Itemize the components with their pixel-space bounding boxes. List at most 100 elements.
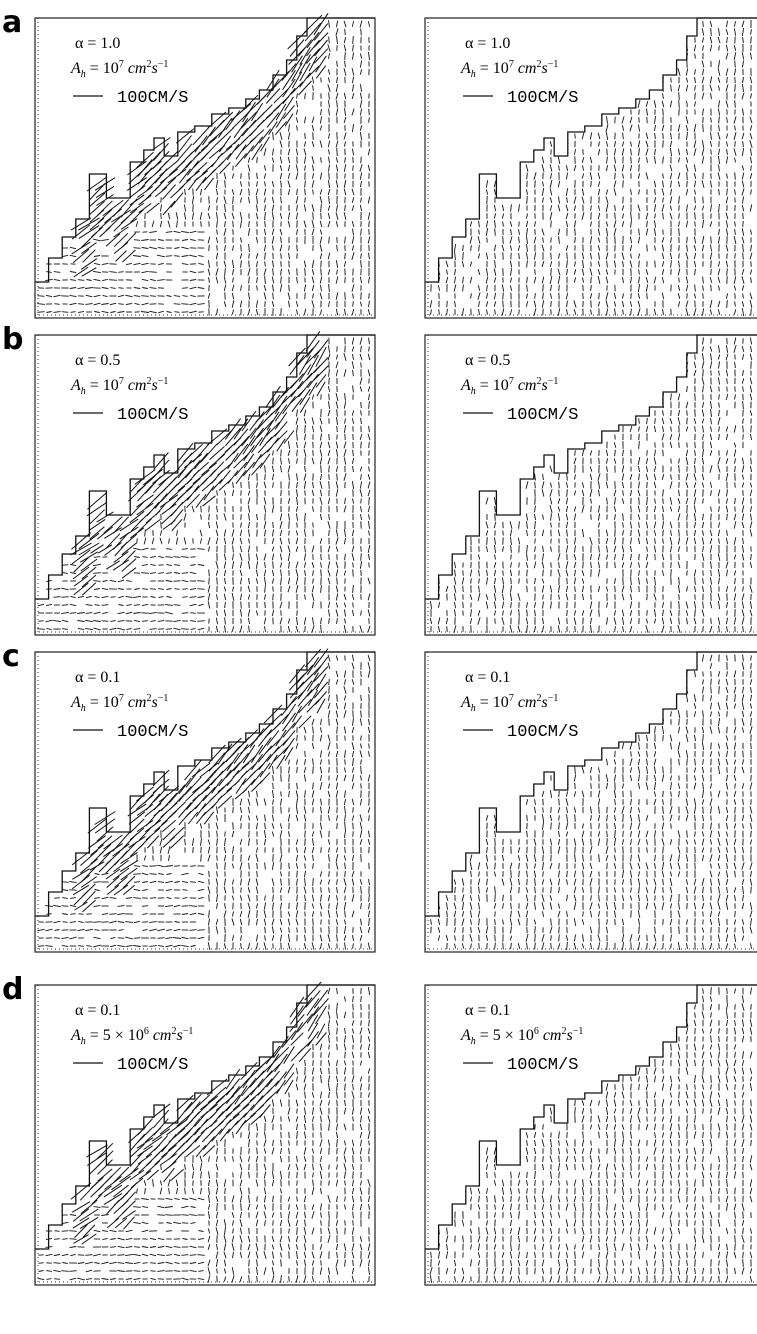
velocity-vector (527, 213, 528, 218)
velocity-vector (288, 498, 289, 503)
velocity-vector (305, 181, 306, 188)
velocity-vector (166, 889, 172, 890)
velocity-vector (687, 101, 688, 107)
velocity-vector (228, 471, 238, 484)
velocity-vector (281, 792, 282, 797)
velocity-vector (638, 562, 639, 567)
velocity-vector (208, 237, 210, 244)
velocity-vector (281, 610, 282, 615)
velocity-vector (671, 711, 672, 716)
velocity-vector (94, 930, 99, 931)
velocity-vector (582, 838, 584, 845)
velocity-vector (240, 570, 242, 576)
velocity-vector (216, 237, 217, 243)
velocity-vector (345, 52, 346, 60)
velocity-vector (454, 911, 455, 917)
velocity-vector (735, 482, 736, 487)
velocity-vector (551, 823, 552, 830)
velocity-vector (181, 873, 188, 874)
velocity-vector (109, 914, 116, 915)
velocity-vector (296, 172, 298, 179)
velocity-vector (110, 621, 115, 622)
velocity-vector (542, 164, 544, 172)
velocity-vector (320, 418, 322, 425)
velocity-vector (614, 442, 616, 447)
velocity-vector (249, 626, 250, 633)
velocity-vector (630, 546, 631, 552)
velocity-vector (511, 903, 512, 909)
velocity-vector (248, 268, 250, 275)
velocity-vector (344, 625, 346, 633)
velocity-vector (735, 253, 736, 258)
velocity-vector (518, 847, 520, 852)
velocity-vector (256, 816, 257, 821)
velocity-vector (136, 787, 153, 801)
velocity-vector (606, 846, 608, 854)
velocity-vector (662, 474, 664, 480)
velocity-vector (329, 815, 330, 821)
velocity-vector (174, 557, 181, 558)
velocity-vector (272, 197, 273, 203)
velocity-vector (702, 148, 704, 156)
velocity-vector (566, 188, 567, 196)
velocity-vector (321, 434, 322, 441)
velocity-vector (663, 133, 664, 139)
velocity-vector (702, 458, 703, 465)
velocity-vector (718, 156, 719, 164)
velocity-vector (232, 831, 234, 837)
velocity-vector (249, 863, 250, 869)
velocity-vector (567, 253, 568, 260)
velocity-vector (312, 790, 314, 797)
velocity-vector (312, 125, 314, 131)
velocity-vector (181, 247, 188, 249)
diffusivity-label: Ah = 107 cm2s−1 (460, 59, 558, 80)
velocity-vector (316, 674, 326, 691)
velocity-vector (288, 293, 290, 300)
velocity-vector (240, 553, 242, 560)
velocity-vector (519, 879, 520, 885)
velocity-vector (583, 854, 584, 861)
velocity-vector (296, 213, 297, 219)
velocity-vector (54, 272, 60, 273)
velocity-vector (542, 894, 544, 902)
velocity-vector (336, 442, 337, 449)
velocity-vector (70, 898, 76, 899)
velocity-vector (598, 569, 599, 576)
velocity-vector (344, 855, 345, 860)
velocity-vector (502, 245, 504, 251)
velocity-vector (133, 946, 141, 947)
velocity-vector (361, 854, 362, 862)
velocity-vector (328, 386, 329, 392)
velocity-vector (671, 823, 672, 828)
velocity-vector (622, 474, 623, 481)
velocity-vector (742, 28, 743, 36)
velocity-vector (606, 301, 608, 308)
velocity-vector (567, 578, 568, 584)
velocity-vector (511, 537, 512, 545)
velocity-vector (671, 237, 672, 243)
velocity-vector (178, 144, 192, 161)
velocity-vector (232, 846, 233, 853)
velocity-vector (662, 125, 664, 131)
velocity-vector (583, 824, 584, 829)
velocity-vector (336, 680, 338, 685)
velocity-vector (694, 45, 696, 52)
velocity-vector (719, 125, 720, 131)
velocity-vector (495, 220, 496, 228)
velocity-vector (542, 585, 543, 592)
velocity-vector (703, 124, 704, 132)
velocity-vector (344, 529, 345, 537)
velocity-vector (232, 896, 233, 901)
velocity-vector (312, 260, 314, 268)
velocity-vector (702, 245, 703, 251)
velocity-vector (486, 577, 487, 584)
velocity-vector (631, 577, 632, 585)
velocity-vector (551, 237, 552, 242)
velocity-vector (304, 156, 305, 163)
velocity-vector (336, 180, 338, 188)
velocity-vector (638, 942, 639, 950)
velocity-vector (69, 881, 76, 882)
velocity-vector (503, 300, 504, 307)
velocity-vector (149, 922, 157, 923)
velocity-vector (209, 196, 210, 203)
